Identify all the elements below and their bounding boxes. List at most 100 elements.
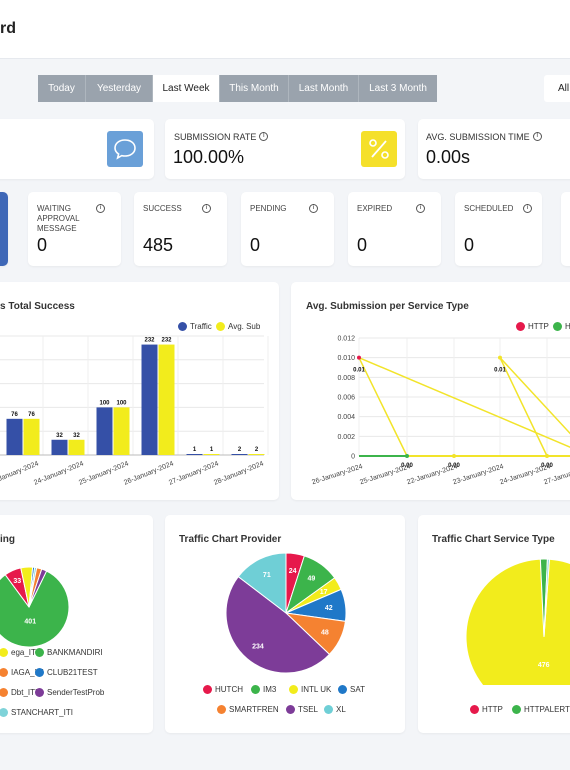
slice-label: 17: [320, 589, 328, 596]
tab-yesterday[interactable]: Yesterday: [86, 75, 153, 102]
legend-item[interactable]: STANCHART_ITI: [0, 708, 73, 717]
bar: [96, 407, 113, 455]
data-label: 100: [116, 400, 127, 406]
legend-h[interactable]: H: [553, 322, 570, 331]
legend-item[interactable]: BANKMANDIRI: [35, 648, 103, 657]
bar: [158, 344, 175, 455]
data-label: 0.01: [494, 368, 506, 374]
data-label: 1: [193, 447, 197, 453]
info-icon[interactable]: i: [96, 204, 105, 213]
legend-swatch: [178, 322, 187, 331]
legend-http[interactable]: HTTP: [516, 322, 549, 331]
legend-swatch: [35, 688, 44, 697]
legend-item[interactable]: XL: [324, 705, 346, 714]
expired-card: EXPIRED i 0: [348, 192, 441, 266]
info-icon[interactable]: i: [309, 204, 318, 213]
legend-traffic[interactable]: Traffic: [178, 322, 212, 331]
chart-title: Traffic Chart Service Type: [432, 534, 555, 545]
legend-item[interactable]: SenderTestProb: [35, 688, 104, 697]
legend-label: SAT: [350, 685, 365, 694]
legend-item[interactable]: IAGA_ITI: [0, 668, 44, 677]
legend-label: IAGA_ITI: [11, 668, 44, 677]
success-label: SUCCESS: [143, 204, 182, 213]
tab-last-month[interactable]: Last Month: [289, 75, 359, 102]
data-label: 0.00: [448, 463, 460, 469]
series-line: [499, 357, 548, 457]
legend-swatch: [512, 705, 521, 714]
legend-label: BANKMANDIRI: [47, 648, 103, 657]
avg-submission-time-value: 0.00s: [426, 147, 471, 167]
legend-item[interactable]: HTTP: [470, 705, 503, 714]
data-label: 100: [99, 400, 110, 406]
scheduled-card: SCHEDULED i 0: [455, 192, 542, 266]
submission-rate-label: SUBMISSION RATE i: [174, 132, 269, 142]
submission-rate-card: SUBMISSION RATE i 100.00%: [165, 119, 405, 179]
all-filter-button[interactable]: All: [544, 75, 570, 102]
legend-item[interactable]: Dbt_ITI: [0, 688, 37, 697]
info-icon[interactable]: i: [259, 132, 269, 141]
legend-item[interactable]: TSEL: [286, 705, 318, 714]
legend-swatch: [251, 685, 260, 694]
legend-item[interactable]: HUTCH: [203, 685, 243, 694]
data-point: [452, 454, 456, 458]
submission-rate-value: 100.00%: [173, 147, 245, 167]
series-line: [358, 356, 570, 448]
chart-title: Avg. Submission per Service Type: [306, 301, 469, 312]
info-icon[interactable]: i: [523, 204, 532, 213]
legend-item[interactable]: CLUB21TEST: [35, 668, 98, 677]
tab-last-week[interactable]: Last Week: [153, 75, 220, 102]
legend-label: XL: [336, 705, 346, 714]
data-label: 232: [161, 338, 172, 344]
legend-label: TSEL: [298, 705, 319, 714]
legend-item[interactable]: SMARTFREN: [217, 705, 279, 714]
bar: [203, 454, 220, 455]
service-type-pie-card: Traffic Chart Service Type 476 HTTP HTTPA…: [418, 515, 570, 733]
y-tick-label: 0.006: [337, 395, 355, 402]
legend-item[interactable]: IM3: [251, 685, 276, 694]
avg-submission-time-card: AVG. SUBMISSION TIME i 0.00s: [418, 119, 570, 179]
tab-this-month[interactable]: This Month: [220, 75, 289, 102]
series-line: [358, 357, 408, 457]
legend-label: HTTPALERT: [524, 705, 570, 714]
bar: [51, 439, 68, 455]
legend-label: HTTP: [482, 705, 503, 714]
waiting-approval-value: 0: [37, 235, 48, 255]
data-point: [498, 355, 502, 360]
info-icon[interactable]: i: [532, 132, 542, 141]
data-point: [545, 454, 549, 458]
success-value: 485: [143, 235, 174, 255]
y-tick-label: 0.004: [337, 414, 355, 421]
legend-label: HUTCH: [215, 685, 243, 694]
pie-slice: [543, 558, 550, 638]
bar: [248, 454, 265, 455]
info-icon[interactable]: i: [416, 204, 425, 213]
data-label: 2: [255, 447, 259, 453]
legend-swatch: [516, 322, 525, 331]
legend-item[interactable]: HTTPALERT: [512, 705, 570, 714]
expired-label: EXPIRED: [357, 204, 393, 213]
legend-swatch: [324, 705, 333, 714]
data-label: 232: [144, 338, 155, 344]
legend-avg-sub[interactable]: Avg. Sub: [216, 322, 260, 331]
legend-swatch: [0, 648, 8, 657]
legend-item[interactable]: INTL UK: [289, 685, 331, 694]
legend-swatch: [35, 668, 44, 677]
info-icon[interactable]: i: [202, 204, 211, 213]
y-tick-label: 0.010: [337, 355, 355, 362]
tab-today[interactable]: Today: [38, 75, 86, 102]
legend-swatch: [0, 668, 8, 677]
scheduled-value: 0: [464, 235, 475, 255]
legend-swatch: [470, 705, 479, 714]
provider-pie-card: Traffic Chart Provider 24 49 17 42 48 234 71 H…: [165, 515, 405, 733]
percent-icon: [361, 131, 397, 167]
legend-item[interactable]: ega_ITI: [0, 648, 38, 657]
slice-label: 476: [538, 662, 550, 669]
chart-title: s Total Success: [0, 301, 75, 312]
date-range-tabs: Today Yesterday Last Week This Month Las…: [38, 75, 437, 102]
legend-item[interactable]: SAT: [338, 685, 365, 694]
scheduled-label: SCHEDULED: [464, 204, 514, 213]
x-tick-label: 25-January-2024: [359, 463, 412, 486]
legend-label: IM3: [263, 685, 277, 694]
total-success-chart-card: s Total Success Traffic Avg. Sub 76 76 32 3…: [0, 282, 279, 500]
tab-last-3-month[interactable]: Last 3 Month: [359, 75, 437, 102]
